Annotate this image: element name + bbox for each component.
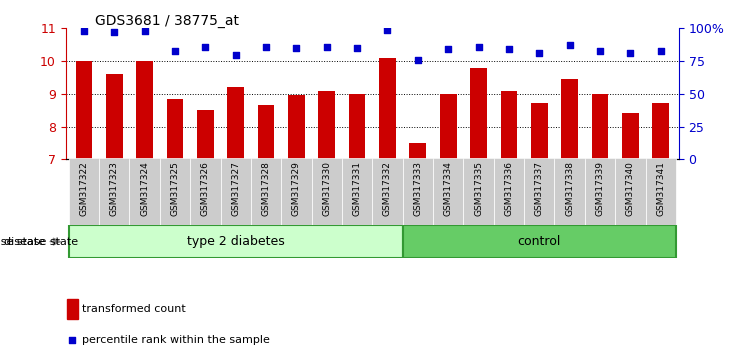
FancyBboxPatch shape <box>585 158 615 225</box>
Text: GSM317336: GSM317336 <box>504 161 513 216</box>
Point <box>260 44 272 50</box>
Point <box>382 27 393 33</box>
Bar <box>197 110 214 159</box>
Text: GSM317338: GSM317338 <box>565 161 574 216</box>
FancyBboxPatch shape <box>524 158 555 225</box>
Point <box>66 337 78 343</box>
Text: GSM317327: GSM317327 <box>231 161 240 216</box>
Text: GSM317333: GSM317333 <box>413 161 423 216</box>
Bar <box>76 61 92 159</box>
Point <box>412 57 423 63</box>
Point <box>473 44 485 50</box>
Point <box>199 44 211 50</box>
Text: GSM317337: GSM317337 <box>535 161 544 216</box>
FancyBboxPatch shape <box>493 158 524 225</box>
Text: GSM317341: GSM317341 <box>656 161 665 216</box>
FancyBboxPatch shape <box>555 158 585 225</box>
Point <box>230 52 242 57</box>
Text: GDS3681 / 38775_at: GDS3681 / 38775_at <box>95 14 239 28</box>
Bar <box>166 99 183 159</box>
Text: GSM317326: GSM317326 <box>201 161 210 216</box>
Point <box>564 42 575 48</box>
Text: GSM317339: GSM317339 <box>596 161 604 216</box>
Point <box>503 46 515 52</box>
Text: GSM317330: GSM317330 <box>322 161 331 216</box>
FancyBboxPatch shape <box>160 158 190 225</box>
FancyBboxPatch shape <box>403 225 676 258</box>
FancyBboxPatch shape <box>251 158 281 225</box>
Text: GSM317325: GSM317325 <box>171 161 180 216</box>
Bar <box>622 113 639 159</box>
Text: control: control <box>518 235 561 248</box>
Text: GSM317331: GSM317331 <box>353 161 361 216</box>
FancyBboxPatch shape <box>615 158 645 225</box>
Text: GSM317329: GSM317329 <box>292 161 301 216</box>
FancyBboxPatch shape <box>220 158 251 225</box>
Point <box>351 45 363 51</box>
Text: transformed count: transformed count <box>82 304 186 314</box>
Point <box>655 48 666 53</box>
Text: GSM317332: GSM317332 <box>383 161 392 216</box>
FancyBboxPatch shape <box>645 158 676 225</box>
FancyBboxPatch shape <box>69 225 403 258</box>
Bar <box>531 103 548 159</box>
Bar <box>318 91 335 159</box>
Text: GSM317324: GSM317324 <box>140 161 149 216</box>
FancyBboxPatch shape <box>403 158 433 225</box>
Bar <box>653 103 669 159</box>
FancyBboxPatch shape <box>190 158 220 225</box>
Text: GSM317323: GSM317323 <box>110 161 119 216</box>
Bar <box>258 105 274 159</box>
Point <box>624 50 636 56</box>
Bar <box>470 68 487 159</box>
Point <box>139 28 150 34</box>
Text: type 2 diabetes: type 2 diabetes <box>187 235 285 248</box>
Text: GSM317322: GSM317322 <box>80 161 88 216</box>
Bar <box>288 96 304 159</box>
FancyBboxPatch shape <box>372 158 403 225</box>
FancyBboxPatch shape <box>281 158 312 225</box>
Text: GSM317328: GSM317328 <box>261 161 271 216</box>
Point <box>321 44 333 50</box>
Text: disease state: disease state <box>4 238 78 247</box>
Bar <box>349 94 366 159</box>
FancyBboxPatch shape <box>464 158 493 225</box>
Text: GSM317334: GSM317334 <box>444 161 453 216</box>
Bar <box>561 79 578 159</box>
Point <box>534 50 545 56</box>
Bar <box>440 94 456 159</box>
Point <box>78 28 90 34</box>
Bar <box>501 91 518 159</box>
Bar <box>67 298 78 319</box>
Bar <box>591 94 608 159</box>
Point <box>594 48 606 53</box>
Bar <box>410 143 426 159</box>
Point <box>109 29 120 35</box>
Bar <box>227 87 244 159</box>
Text: GSM317340: GSM317340 <box>626 161 635 216</box>
FancyBboxPatch shape <box>129 158 160 225</box>
Bar <box>137 61 153 159</box>
FancyBboxPatch shape <box>69 158 99 225</box>
Point <box>169 48 181 53</box>
FancyBboxPatch shape <box>342 158 372 225</box>
Text: GSM317335: GSM317335 <box>474 161 483 216</box>
FancyBboxPatch shape <box>433 158 464 225</box>
Point <box>291 45 302 51</box>
Bar <box>106 74 123 159</box>
Bar <box>379 58 396 159</box>
FancyBboxPatch shape <box>312 158 342 225</box>
FancyBboxPatch shape <box>99 158 129 225</box>
Text: disease state: disease state <box>0 236 45 247</box>
Point <box>442 46 454 52</box>
Text: percentile rank within the sample: percentile rank within the sample <box>82 335 270 345</box>
